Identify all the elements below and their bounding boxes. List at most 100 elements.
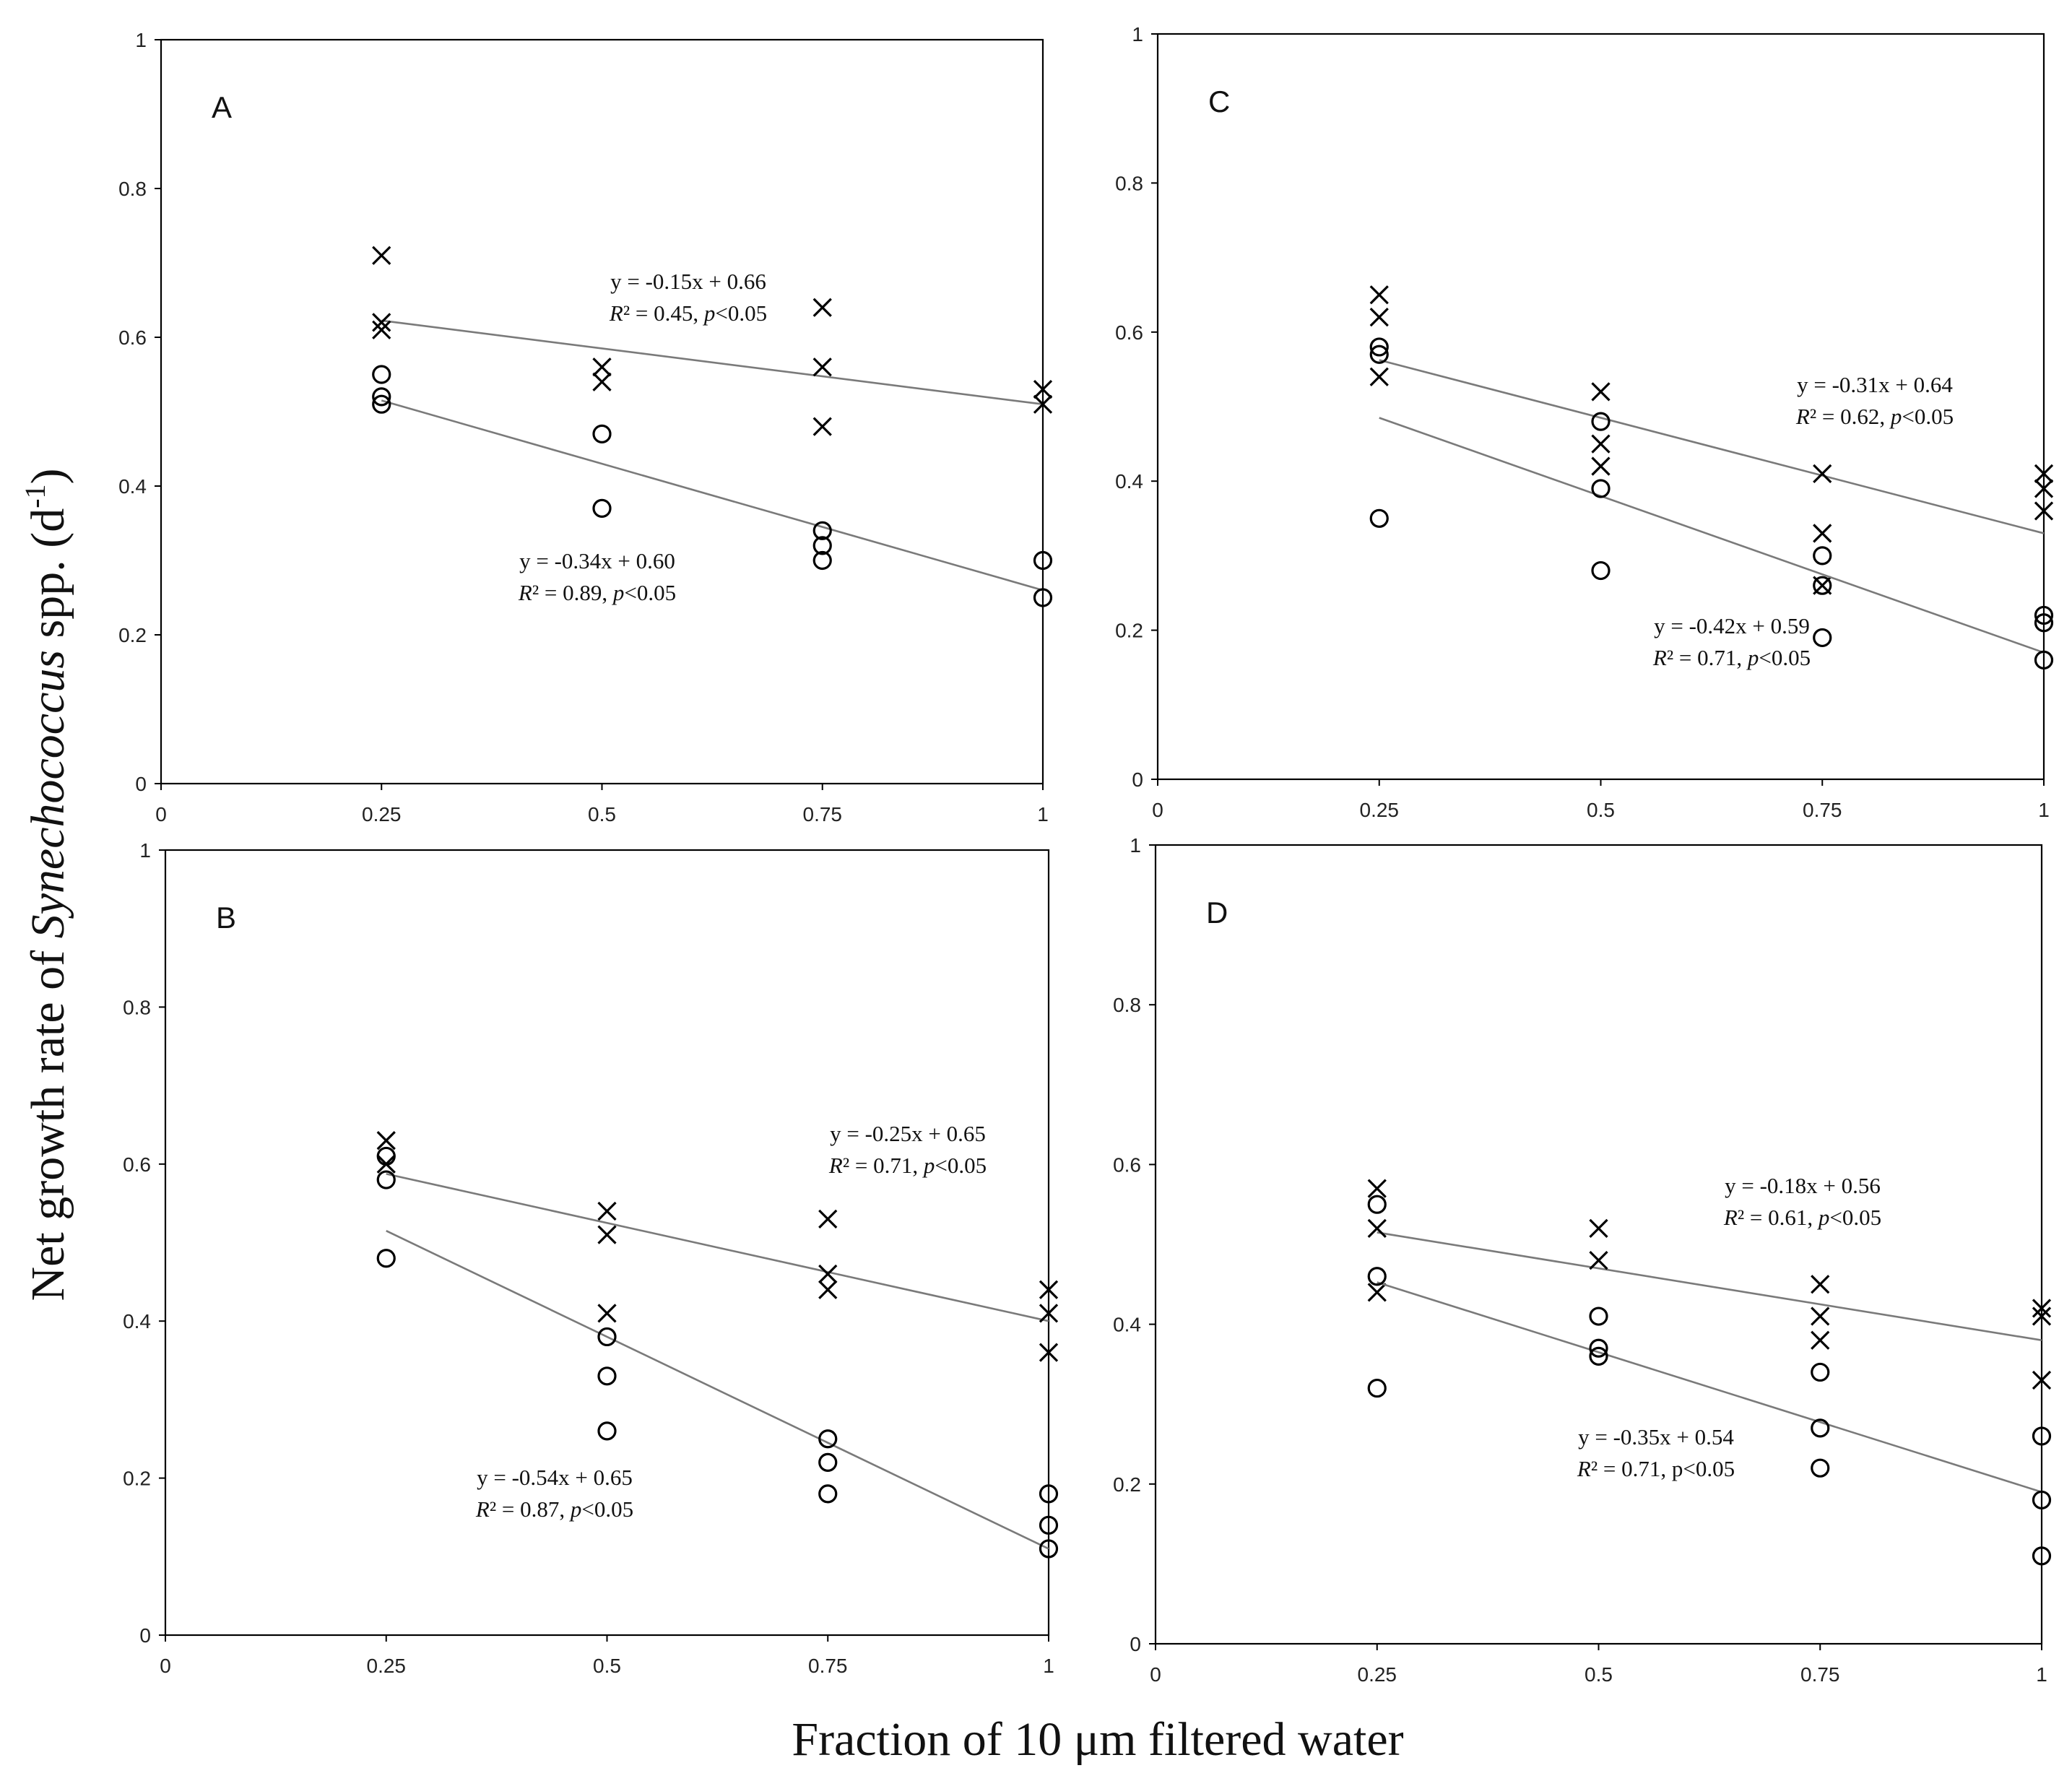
r-squared-line: R² = 0.45, p<0.05	[609, 300, 767, 326]
cross-stroke	[2032, 1370, 2052, 1390]
cross-stroke	[1591, 434, 1611, 454]
data-point-cross	[818, 1264, 838, 1284]
data-point-circle	[1813, 628, 1832, 648]
r-squared-value: ² = 0.45,	[623, 300, 704, 326]
cross-stroke	[1367, 1218, 1387, 1239]
cross-stroke	[592, 358, 612, 377]
data-point-cross	[1039, 1304, 1059, 1323]
p-value: <0.05	[624, 580, 676, 605]
y-tick-label: 1	[1132, 23, 1143, 46]
data-point-circle	[1591, 479, 1611, 498]
data-point-cross	[2032, 1299, 2052, 1318]
r-symbol: R	[1577, 1456, 1591, 1481]
x-tick-label: 0	[1150, 1663, 1161, 1686]
r-squared-line: R² = 0.62, p<0.05	[1795, 404, 1954, 429]
p-symbol: p	[1889, 404, 1902, 429]
cross-stroke	[1589, 1250, 1608, 1270]
data-point-circle	[1367, 1195, 1387, 1214]
cross-stroke	[1591, 382, 1611, 402]
y-tick-label: 0.2	[118, 624, 147, 646]
data-point-circle	[812, 550, 832, 571]
regression-equation-cross: y = -0.15x + 0.66 R² = 0.45, p<0.05	[609, 269, 767, 326]
y-axis-title-sup: -1	[19, 484, 51, 508]
data-point-circle	[597, 1421, 617, 1441]
y-tick-label: 0.8	[118, 178, 147, 200]
r-symbol: R	[518, 580, 532, 605]
x-tick-label: 1	[2036, 1663, 2047, 1686]
p-value: <0.05	[935, 1153, 987, 1178]
x-tick-label: 0.75	[1803, 799, 1842, 821]
cross-stroke	[812, 417, 832, 436]
cross-stroke	[1589, 1218, 1608, 1239]
r-symbol: R	[1723, 1205, 1738, 1230]
y-tick-label: 0.8	[1115, 172, 1143, 194]
r-squared-line: R² = 0.71, p<0.05	[1652, 645, 1811, 670]
y-tick-label: 0.8	[123, 996, 151, 1018]
panel-a: 0 0.2 0.4 0.6 0.8 1 0 0.25 0.5 0.75 1 Ay = -0.15x +…	[118, 29, 1053, 826]
equation-line: y = -0.18x + 0.56	[1725, 1173, 1881, 1198]
x-tick-label: 0	[155, 803, 167, 826]
data-point-circle	[592, 498, 612, 519]
data-point-cross	[376, 1131, 396, 1150]
p-symbol: p	[1746, 645, 1759, 670]
trend-line-cross	[386, 1173, 1049, 1322]
cross-stroke	[1039, 1343, 1059, 1362]
x-tick-label: 0	[160, 1655, 171, 1677]
panel-label: A	[212, 90, 232, 124]
equation-line: y = -0.35x + 0.54	[1578, 1424, 1734, 1450]
data-point-circle	[1591, 560, 1611, 581]
data-point-circle	[1591, 412, 1611, 431]
x-tick-label: 0.25	[1360, 799, 1400, 821]
cross-stroke	[1813, 524, 1832, 543]
r-squared-value: ² = 0.71,	[843, 1153, 924, 1178]
cross-stroke	[1811, 1306, 1830, 1326]
equation-line: y = -0.42x + 0.59	[1654, 613, 1810, 638]
cross-stroke	[1033, 394, 1053, 414]
x-tick-label: 1	[1037, 803, 1049, 826]
r-squared-line: R² = 0.71, p<0.05	[828, 1153, 987, 1178]
trend-line-circle	[1379, 417, 2045, 654]
trend-line-cross	[1377, 1231, 2042, 1342]
data-point-circle	[1033, 588, 1053, 607]
regression-equation-cross: y = -0.25x + 0.65 R² = 0.71, p<0.05	[828, 1121, 987, 1178]
data-point-circle	[2032, 1546, 2052, 1566]
cross-stroke	[2032, 1306, 2052, 1326]
data-point-circle	[372, 394, 391, 414]
regression-equation-circle: y = -0.34x + 0.60 R² = 0.89, p<0.05	[518, 548, 676, 605]
r-squared-value: ² = 0.71,	[1667, 645, 1748, 670]
cross-stroke	[812, 358, 832, 377]
y-axis-title-prefix: Net growth rate of	[22, 938, 74, 1301]
data-point-circle	[1813, 546, 1832, 566]
data-point-circle	[812, 521, 832, 540]
data-point-cross	[1811, 1330, 1830, 1350]
data-point-circle	[812, 536, 832, 555]
data-point-circle	[1369, 344, 1389, 364]
cross-stroke	[597, 1225, 617, 1244]
data-point-cross	[1811, 1306, 1830, 1326]
plot-frame	[1154, 844, 2043, 1645]
data-point-cross	[818, 1280, 838, 1299]
x-tick-label: 0.5	[588, 803, 616, 826]
data-point-circle	[1811, 1458, 1830, 1478]
data-point-circle	[1367, 1378, 1387, 1398]
equation-line: y = -0.34x + 0.60	[519, 548, 675, 573]
trend-line-circle	[386, 1230, 1049, 1550]
data-point-circle	[372, 387, 391, 407]
data-point-circle	[2032, 1490, 2052, 1510]
x-tick-label: 0.5	[1585, 1663, 1613, 1686]
data-point-cross	[1369, 285, 1389, 305]
y-tick-label: 0.4	[118, 475, 147, 498]
y-tick-label: 0.4	[1115, 470, 1143, 493]
cross-stroke	[1811, 1330, 1830, 1350]
data-point-circle	[1039, 1515, 1059, 1535]
data-point-circle	[597, 1327, 617, 1347]
panel-d: 0 0.2 0.4 0.6 0.8 1 0 0.25 0.5 0.75 1 Dy = -0.18x +…	[1113, 834, 2052, 1686]
r-squared-value: ² = 0.89,	[532, 580, 613, 605]
data-point-circle	[2034, 650, 2054, 670]
x-tick-label: 0.25	[362, 803, 402, 826]
data-point-cross	[1039, 1343, 1059, 1362]
trend-line-circle	[1377, 1281, 2042, 1494]
y-tick-label: 1	[139, 839, 151, 862]
data-point-cross	[1589, 1250, 1608, 1270]
x-tick-label: 0.25	[367, 1655, 407, 1677]
